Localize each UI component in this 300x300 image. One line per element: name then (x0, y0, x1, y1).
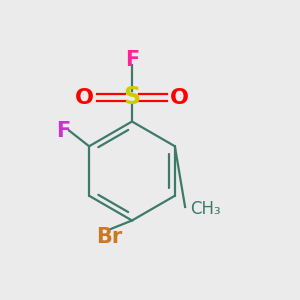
Text: CH₃: CH₃ (190, 200, 221, 217)
Text: O: O (75, 88, 94, 107)
Text: O: O (170, 88, 189, 107)
Text: S: S (123, 85, 141, 109)
Text: F: F (56, 121, 70, 140)
Text: F: F (125, 50, 139, 70)
Text: Br: Br (96, 227, 123, 247)
